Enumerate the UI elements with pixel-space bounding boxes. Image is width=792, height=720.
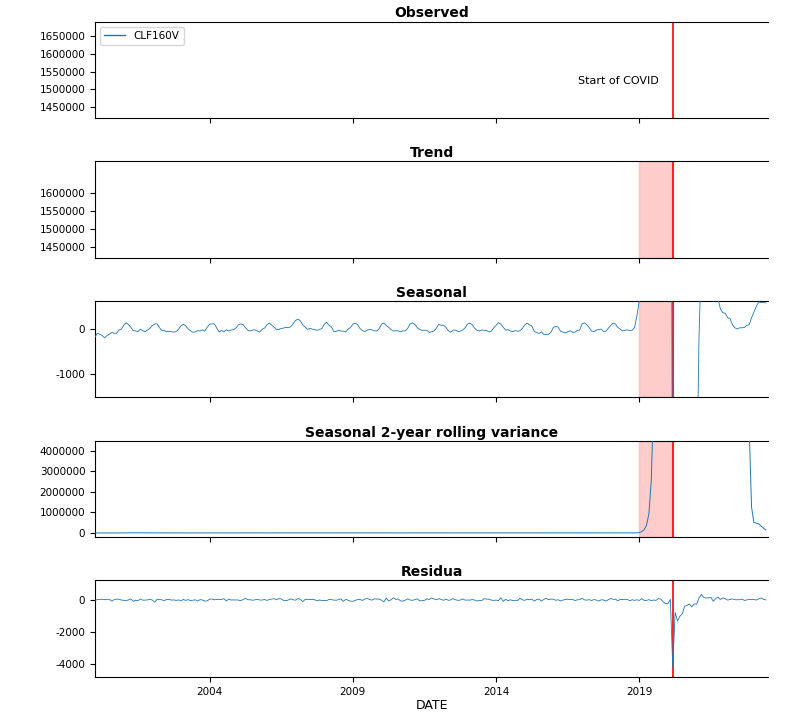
Bar: [639, 441, 673, 537]
X-axis label: DATE: DATE: [415, 699, 448, 712]
Title: Seasonal: Seasonal: [396, 286, 467, 300]
Title: Trend: Trend: [409, 146, 454, 160]
Title: Observed: Observed: [394, 6, 469, 20]
Legend: CLF160V: CLF160V: [101, 27, 184, 45]
Title: Seasonal 2-year rolling variance: Seasonal 2-year rolling variance: [305, 426, 558, 440]
Text: Start of COVID: Start of COVID: [578, 76, 658, 86]
Bar: [639, 161, 673, 258]
Bar: [639, 301, 673, 397]
Title: Residua: Residua: [401, 565, 463, 580]
